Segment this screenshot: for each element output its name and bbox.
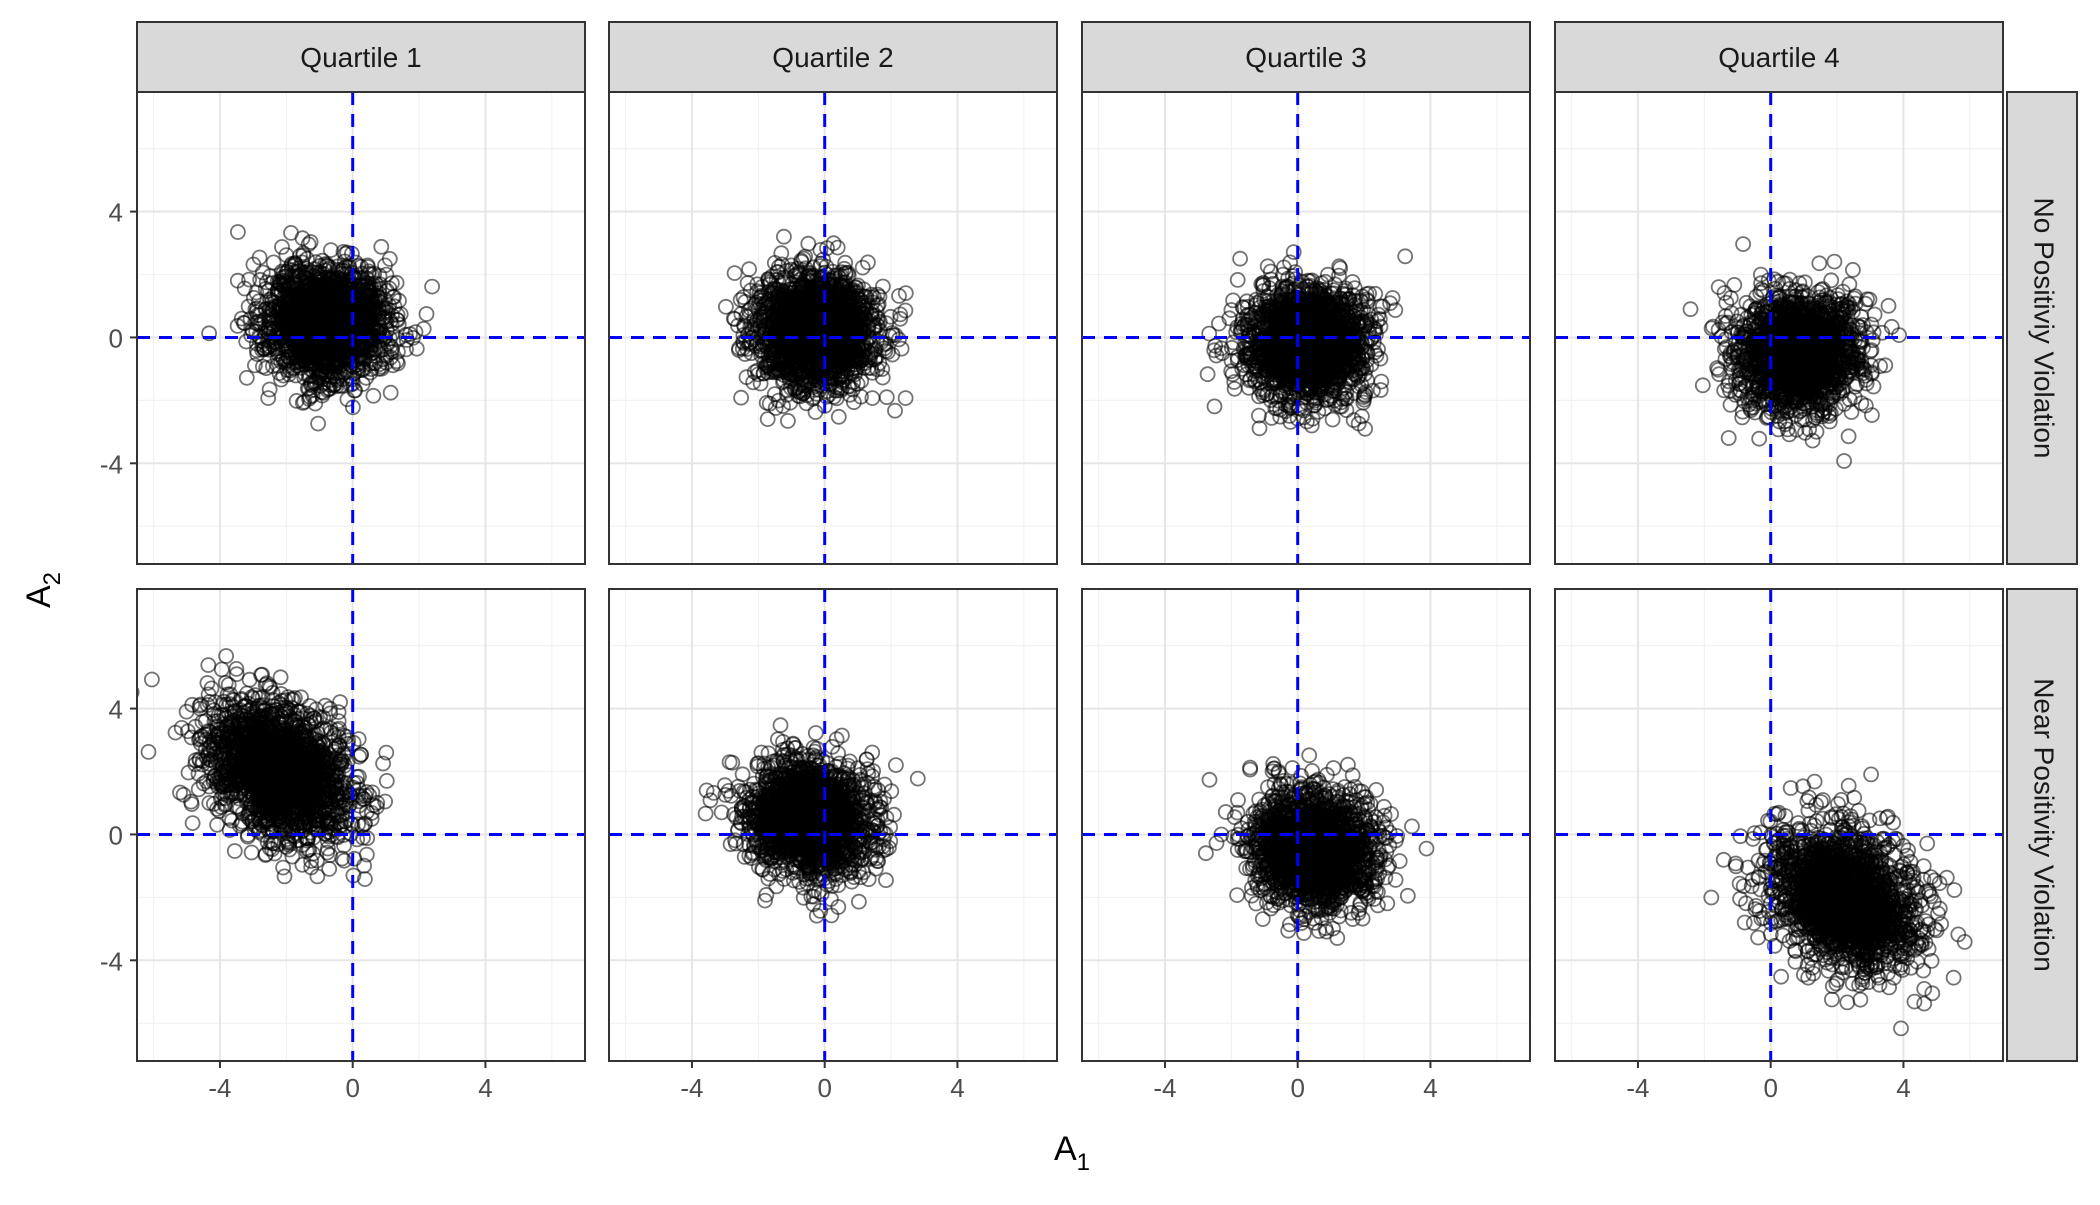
facet-panel: -4 0 4 xyxy=(100,92,585,564)
facet-strip-col-label: Quartile 4 xyxy=(1718,42,1839,73)
y-tick-label: -4 xyxy=(100,449,123,479)
facet-strip-row-label: No Positiviy Violation xyxy=(2029,198,2060,459)
facet-strip-row-label: Near Positivity Violation xyxy=(2029,678,2060,972)
facet-strip-col-label: Quartile 1 xyxy=(300,42,421,73)
panels-group: Quartile 1 Quartile 2 Quartile 3 Quartile 4… xyxy=(20,22,2077,1176)
y-tick-label: 4 xyxy=(109,198,123,228)
facet-strip-col-label: Quartile 3 xyxy=(1245,42,1366,73)
y-tick-label: 0 xyxy=(109,323,123,353)
facet-strip-col-label: Quartile 2 xyxy=(772,42,893,73)
facet-panel xyxy=(609,92,1057,564)
facet-panel xyxy=(1082,92,1530,564)
